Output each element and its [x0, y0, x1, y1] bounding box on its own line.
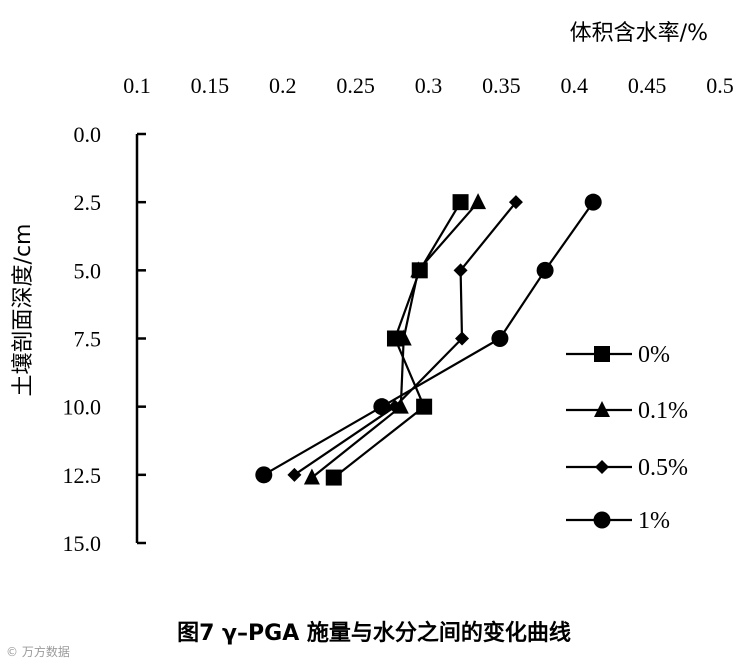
- series-circle: [255, 193, 602, 484]
- legend-item: 0%: [566, 342, 670, 368]
- x-tick-label: 0.2: [269, 73, 297, 98]
- legend: 0% 0.1% 0.5% 1%: [566, 342, 688, 534]
- x-tick-label: 0.25: [336, 73, 375, 98]
- legend-marker-square: [594, 346, 610, 362]
- data-point-diamond: [455, 331, 470, 346]
- data-point-circle: [536, 261, 554, 279]
- legend-marker-diamond: [595, 460, 609, 474]
- x-tick-label: 0.1: [123, 73, 151, 98]
- y-axis-title: 土壤剖面深度/cm: [11, 224, 36, 397]
- y-tick-label: 12.5: [63, 463, 102, 488]
- data-point-triangle: [410, 261, 427, 278]
- data-point-triangle: [470, 193, 487, 210]
- y-tick-label: 10.0: [63, 395, 102, 420]
- legend-label: 0.1%: [638, 398, 688, 424]
- data-point-circle: [491, 330, 509, 347]
- data-point-square: [416, 398, 433, 415]
- legend-marker-triangle: [594, 401, 610, 417]
- legend-item: 0.5%: [566, 455, 688, 481]
- x-tick-label: 0.4: [561, 73, 589, 98]
- legend-label: 0%: [638, 342, 670, 368]
- watermark-text: © 万方数据: [6, 644, 70, 659]
- y-tick-label: 15.0: [63, 531, 102, 556]
- figure-caption: 图7 γ–PGA 施量与水分之间的变化曲线: [177, 620, 571, 646]
- legend-marker-circle: [593, 511, 611, 529]
- x-tick-labels: 0.1 0.15 0.2 0.25 0.3 0.35 0.4 0.45 0.5: [123, 73, 734, 98]
- data-point-triangle: [395, 329, 412, 346]
- legend-label: 0.5%: [638, 455, 688, 481]
- y-tick-label: 5.0: [74, 258, 102, 283]
- legend-item: 1%: [566, 508, 670, 534]
- y-tick-labels: 0.0 2.5 5.0 7.5 10.0 12.5 15.0: [63, 122, 102, 556]
- data-point-diamond: [387, 399, 402, 414]
- legend-label: 1%: [638, 508, 670, 534]
- x-tick-label: 0.3: [415, 73, 443, 98]
- data-point-circle: [255, 466, 273, 484]
- legend-item: 0.1%: [566, 398, 688, 424]
- x-tick-label: 0.15: [191, 73, 230, 98]
- data-point-square: [452, 194, 469, 211]
- data-point-circle: [584, 193, 602, 211]
- y-tick-label: 2.5: [74, 190, 102, 215]
- x-tick-label: 0.45: [628, 73, 667, 98]
- y-tick-label: 0.0: [74, 122, 102, 147]
- data-point-triangle: [303, 468, 320, 485]
- chart-axes: [135, 132, 146, 545]
- data-point-circle: [373, 398, 391, 416]
- x-tick-label: 0.5: [706, 73, 734, 98]
- data-point-diamond: [453, 263, 468, 278]
- data-point-diamond: [287, 467, 302, 482]
- y-tick-label: 7.5: [74, 327, 102, 352]
- data-series: [255, 193, 602, 486]
- x-tick-label: 0.35: [482, 73, 521, 98]
- data-point-square: [325, 469, 342, 486]
- series-line-circle: [263, 201, 595, 476]
- x-axis-title: 体积含水率/%: [570, 21, 708, 46]
- series-diamond: [287, 195, 523, 482]
- data-point-diamond: [508, 195, 523, 210]
